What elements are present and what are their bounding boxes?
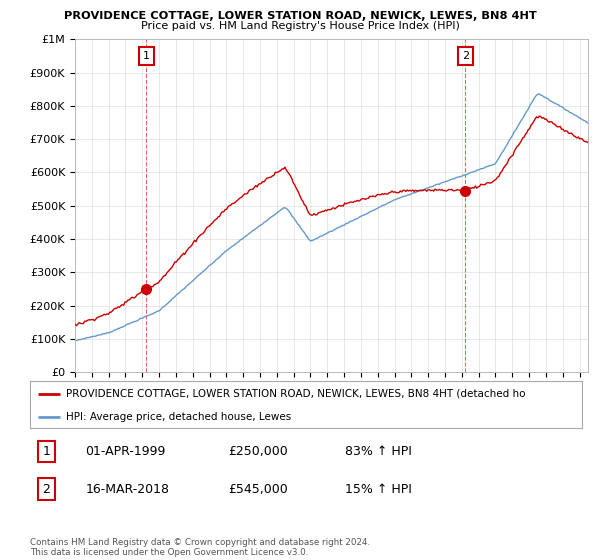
Text: 83% ↑ HPI: 83% ↑ HPI — [344, 445, 412, 458]
Text: PROVIDENCE COTTAGE, LOWER STATION ROAD, NEWICK, LEWES, BN8 4HT: PROVIDENCE COTTAGE, LOWER STATION ROAD, … — [64, 11, 536, 21]
Text: Contains HM Land Registry data © Crown copyright and database right 2024.
This d: Contains HM Land Registry data © Crown c… — [30, 538, 370, 557]
Text: 1: 1 — [43, 445, 50, 458]
Text: 15% ↑ HPI: 15% ↑ HPI — [344, 483, 412, 496]
Text: 2: 2 — [43, 483, 50, 496]
Text: 01-APR-1999: 01-APR-1999 — [85, 445, 166, 458]
Text: £545,000: £545,000 — [229, 483, 289, 496]
Text: HPI: Average price, detached house, Lewes: HPI: Average price, detached house, Lewe… — [66, 413, 291, 422]
Text: £250,000: £250,000 — [229, 445, 289, 458]
Text: Price paid vs. HM Land Registry's House Price Index (HPI): Price paid vs. HM Land Registry's House … — [140, 21, 460, 31]
Text: 2: 2 — [462, 51, 469, 61]
Text: PROVIDENCE COTTAGE, LOWER STATION ROAD, NEWICK, LEWES, BN8 4HT (detached ho: PROVIDENCE COTTAGE, LOWER STATION ROAD, … — [66, 389, 526, 399]
Text: 16-MAR-2018: 16-MAR-2018 — [85, 483, 169, 496]
Text: 1: 1 — [143, 51, 150, 61]
